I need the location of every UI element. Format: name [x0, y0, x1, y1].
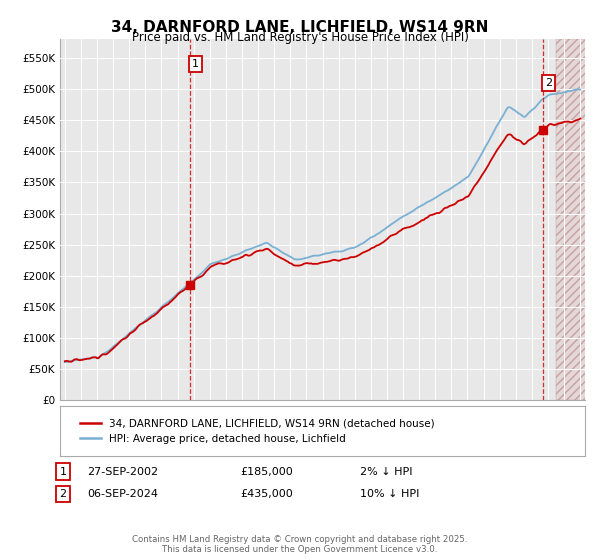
- Text: 10% ↓ HPI: 10% ↓ HPI: [360, 489, 419, 499]
- Text: £185,000: £185,000: [240, 466, 293, 477]
- Text: 2% ↓ HPI: 2% ↓ HPI: [360, 466, 413, 477]
- Text: 1: 1: [59, 466, 67, 477]
- Text: 34, DARNFORD LANE, LICHFIELD, WS14 9RN: 34, DARNFORD LANE, LICHFIELD, WS14 9RN: [112, 20, 488, 35]
- Text: Price paid vs. HM Land Registry's House Price Index (HPI): Price paid vs. HM Land Registry's House …: [131, 31, 469, 44]
- Text: 27-SEP-2002: 27-SEP-2002: [87, 466, 158, 477]
- Bar: [556, 39, 588, 400]
- Text: £435,000: £435,000: [240, 489, 293, 499]
- Bar: [556, 39, 588, 400]
- Legend: 34, DARNFORD LANE, LICHFIELD, WS14 9RN (detached house), HPI: Average price, det: 34, DARNFORD LANE, LICHFIELD, WS14 9RN (…: [76, 414, 439, 448]
- Text: 1: 1: [192, 59, 199, 69]
- Text: Contains HM Land Registry data © Crown copyright and database right 2025.
This d: Contains HM Land Registry data © Crown c…: [132, 535, 468, 554]
- Text: 2: 2: [59, 489, 67, 499]
- Text: 2: 2: [545, 78, 552, 88]
- Text: 06-SEP-2024: 06-SEP-2024: [87, 489, 158, 499]
